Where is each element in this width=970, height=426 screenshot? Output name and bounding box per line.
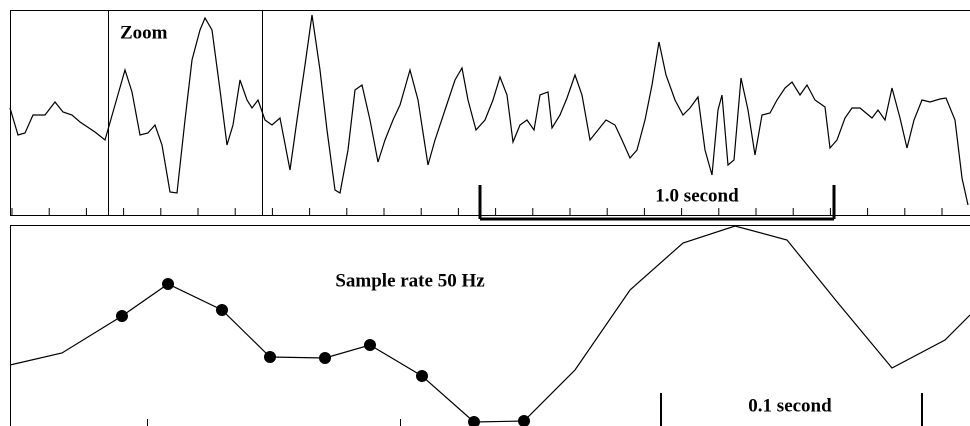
sample-point <box>518 415 530 426</box>
sample-point <box>468 416 480 426</box>
sample-point <box>116 310 128 322</box>
sample-point <box>416 370 428 382</box>
annotation: Zoom <box>120 22 168 43</box>
sample-point <box>364 339 376 351</box>
annotation: 0.1 second <box>748 395 832 416</box>
signal-line <box>9 14 969 206</box>
signal-line <box>9 225 970 423</box>
sample-point <box>216 304 228 316</box>
scale-bar <box>660 393 923 426</box>
sample-point <box>319 352 331 364</box>
bottom-panel-frame <box>10 225 970 426</box>
annotation: 1.0 second <box>655 185 739 206</box>
sample-point <box>162 278 174 290</box>
axis-ticks <box>11 208 943 215</box>
scale-bar <box>478 185 836 221</box>
sample-point <box>264 351 276 363</box>
annotation: Sample rate 50 Hz <box>335 270 485 291</box>
